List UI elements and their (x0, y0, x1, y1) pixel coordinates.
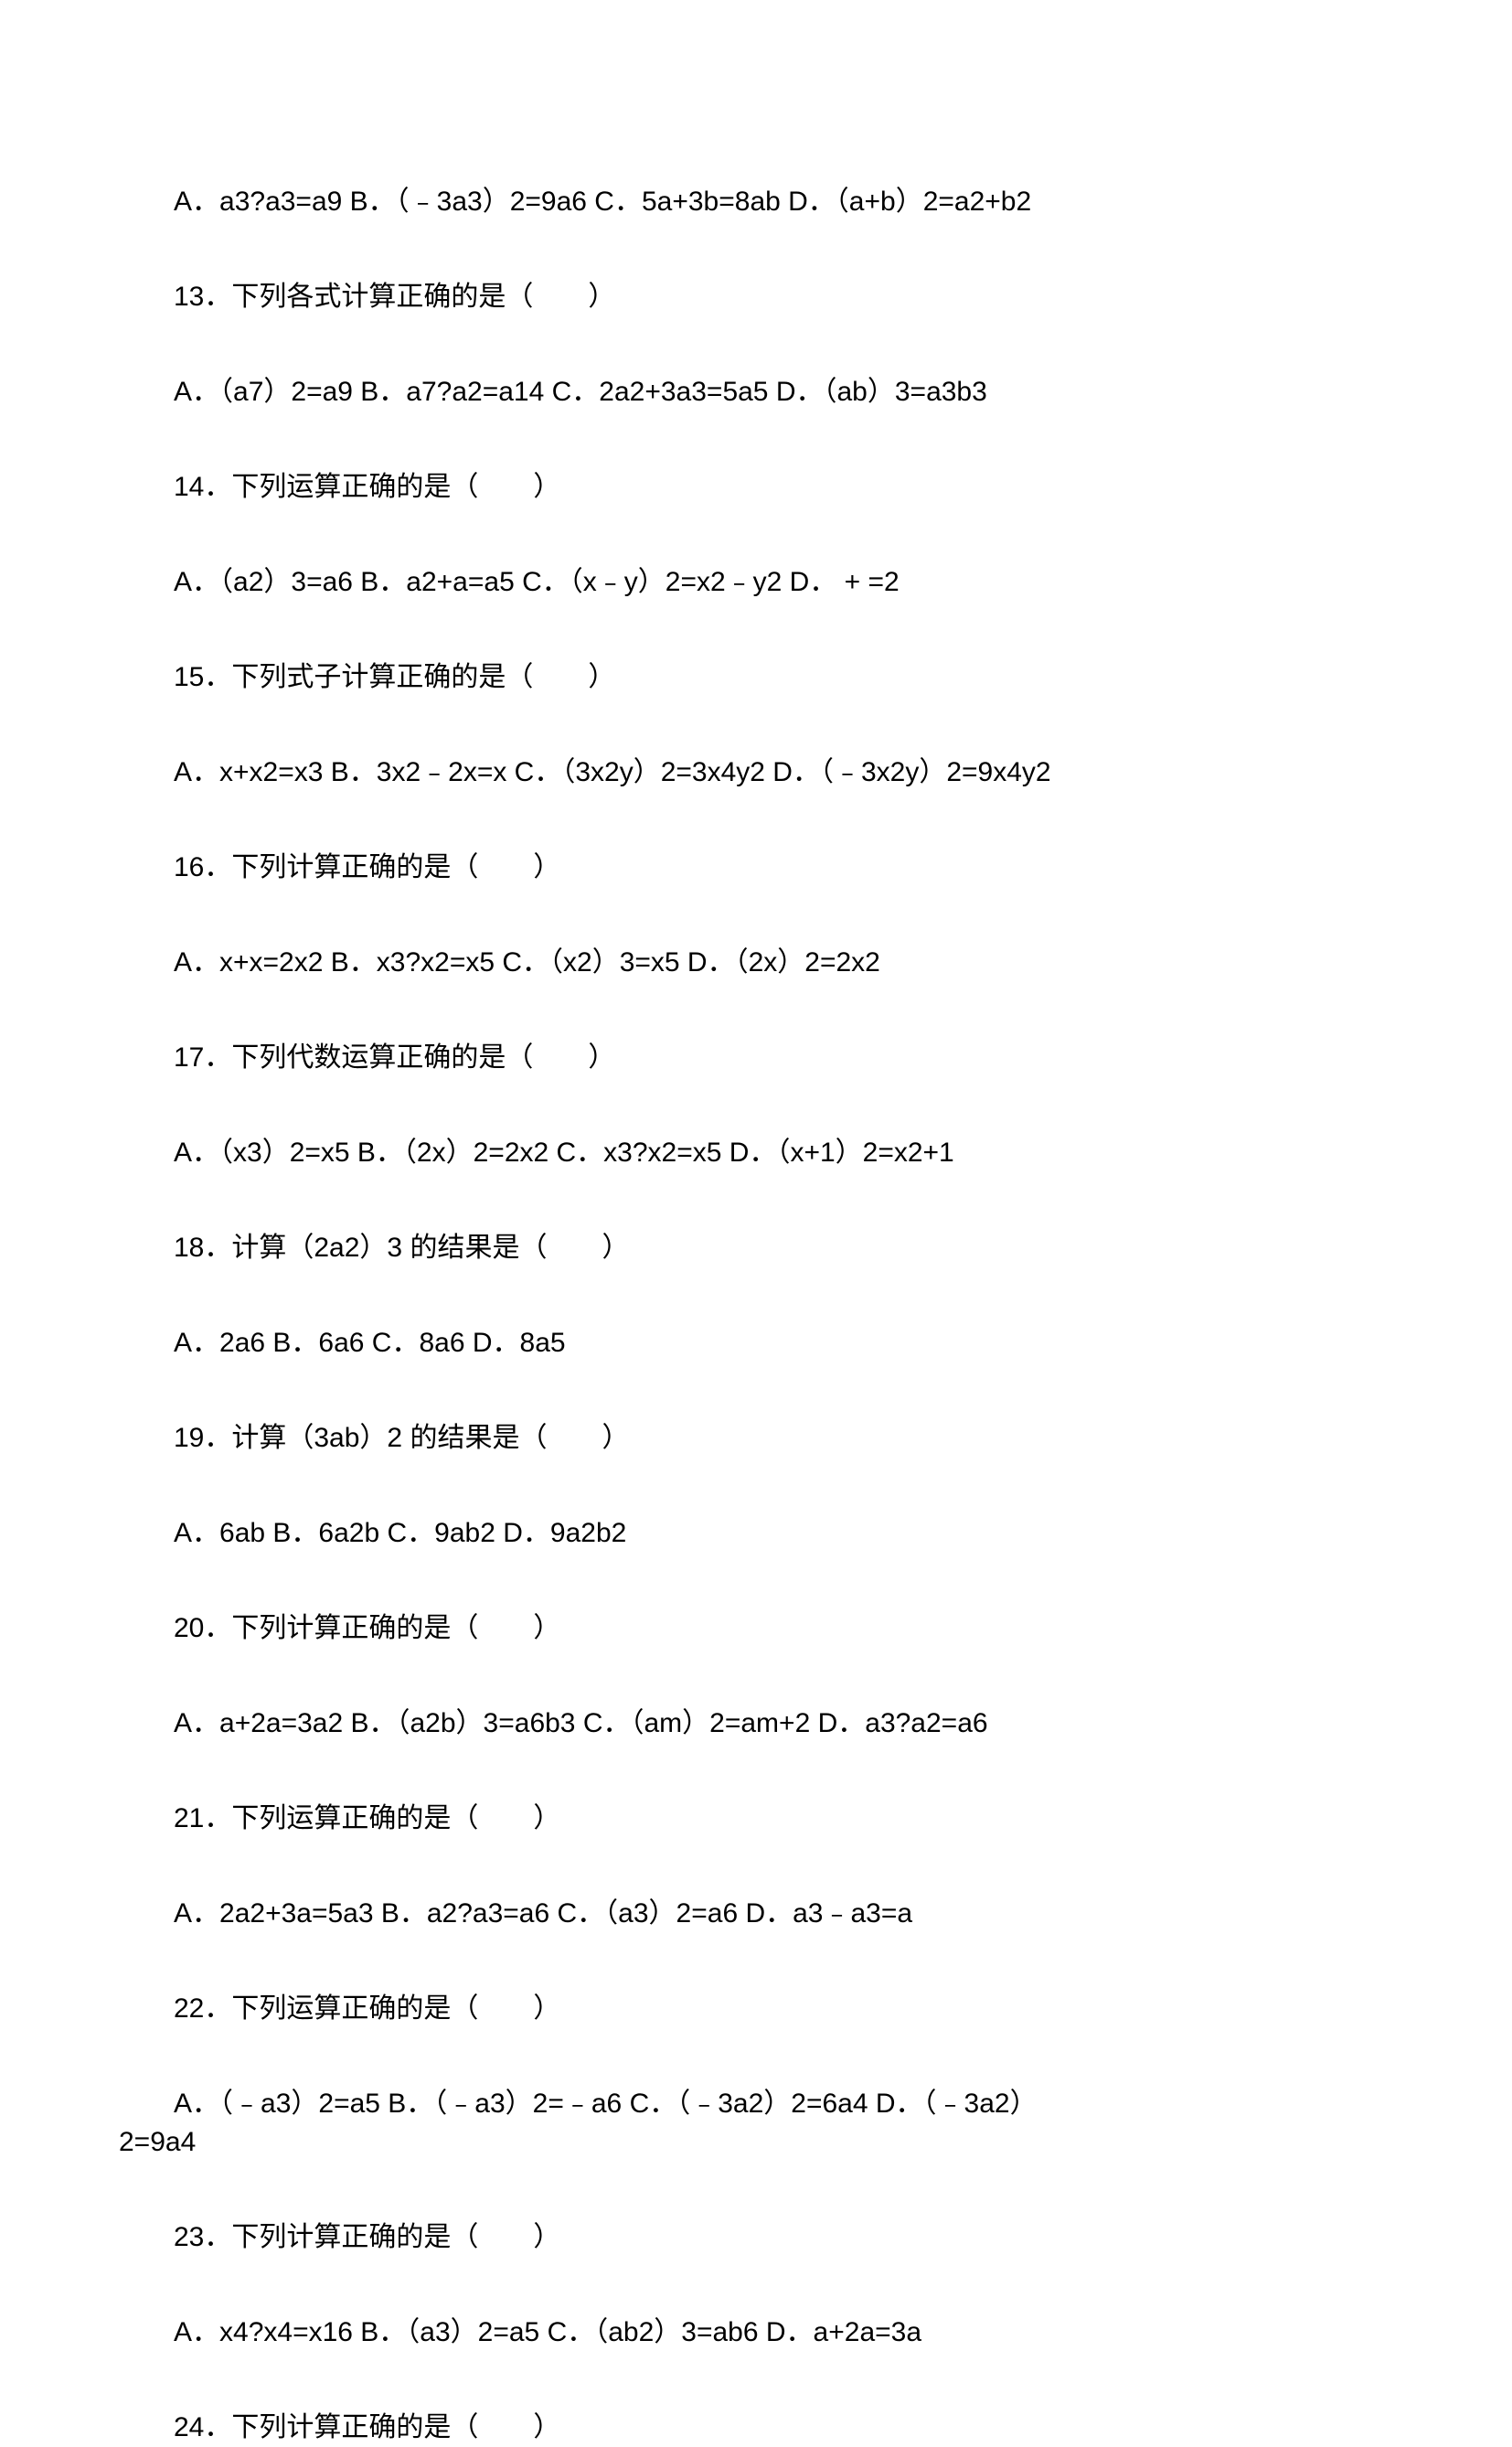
question-text: 24．下列计算正确的是（ ） (119, 2409, 1393, 2447)
question-text: 22．下列运算正确的是（ ） (119, 1990, 1393, 2028)
answer-options: A．2a2+3a=5a3 B．a2?a3=a6 C．（a3）2=a6 D．a3﹣… (119, 1895, 1393, 1933)
answer-options: A．x+x2=x3 B．3x2﹣2x=x C．（3x2y）2=3x4y2 D．（… (119, 753, 1393, 792)
question-text: 15．下列式子计算正确的是（ ） (119, 658, 1393, 697)
answer-options: A．a3?a3=a9 B．（﹣3a3）2=9a6 C．5a+3b=8ab D．（… (119, 183, 1393, 221)
answer-options: A．（x3）2=x5 B．（2x）2=2x2 C．x3?x2=x5 D．（x+1… (119, 1134, 1393, 1172)
answer-options: A．6ab B．6a2b C．9ab2 D．9a2b2 (119, 1514, 1393, 1553)
answer-options: A．x+x=2x2 B．x3?x2=x5 C．（x2）3=x5 D．（2x）2=… (119, 944, 1393, 982)
question-text: 20．下列计算正确的是（ ） (119, 1609, 1393, 1648)
answer-options: A．2a6 B．6a6 C．8a6 D．8a5 (119, 1324, 1393, 1362)
question-text: 14．下列运算正确的是（ ） (119, 468, 1393, 507)
question-text: 23．下列计算正确的是（ ） (119, 2218, 1393, 2257)
answer-options: A．a+2a=3a2 B．（a2b）3=a6b3 C．（am）2=am+2 D．… (119, 1704, 1393, 1743)
answer-options: A．（a2）3=a6 B．a2+a=a5 C．（x﹣y）2=x2﹣y2 D． +… (119, 563, 1393, 602)
question-text: 13．下列各式计算正确的是（ ） (119, 278, 1393, 316)
options-text-continuation: 2=9a4 (119, 2123, 1393, 2162)
answer-options: A．（a7）2=a9 B．a7?a2=a14 C．2a2+3a3=5a5 D．（… (119, 373, 1393, 411)
document-page: A．a3?a3=a9 B．（﹣3a3）2=9a6 C．5a+3b=8ab D．（… (0, 0, 1512, 2139)
answer-options: A．x4?x4=x16 B．（a3）2=a5 C．（ab2）3=ab6 D．a+… (119, 2313, 1393, 2352)
question-text: 18．计算（2a2）3 的结果是（ ） (119, 1229, 1393, 1267)
answer-options: A．（﹣a3）2=a5 B．（﹣a3）2=﹣a6 C．（﹣3a2）2=6a4 D… (119, 2085, 1393, 2162)
options-text: A．（﹣a3）2=a5 B．（﹣a3）2=﹣a6 C．（﹣3a2）2=6a4 D… (174, 2089, 1038, 2119)
question-text: 21．下列运算正确的是（ ） (119, 1800, 1393, 1838)
question-text: 19．计算（3ab）2 的结果是（ ） (119, 1419, 1393, 1458)
question-text: 17．下列代数运算正确的是（ ） (119, 1039, 1393, 1077)
question-text: 16．下列计算正确的是（ ） (119, 849, 1393, 887)
